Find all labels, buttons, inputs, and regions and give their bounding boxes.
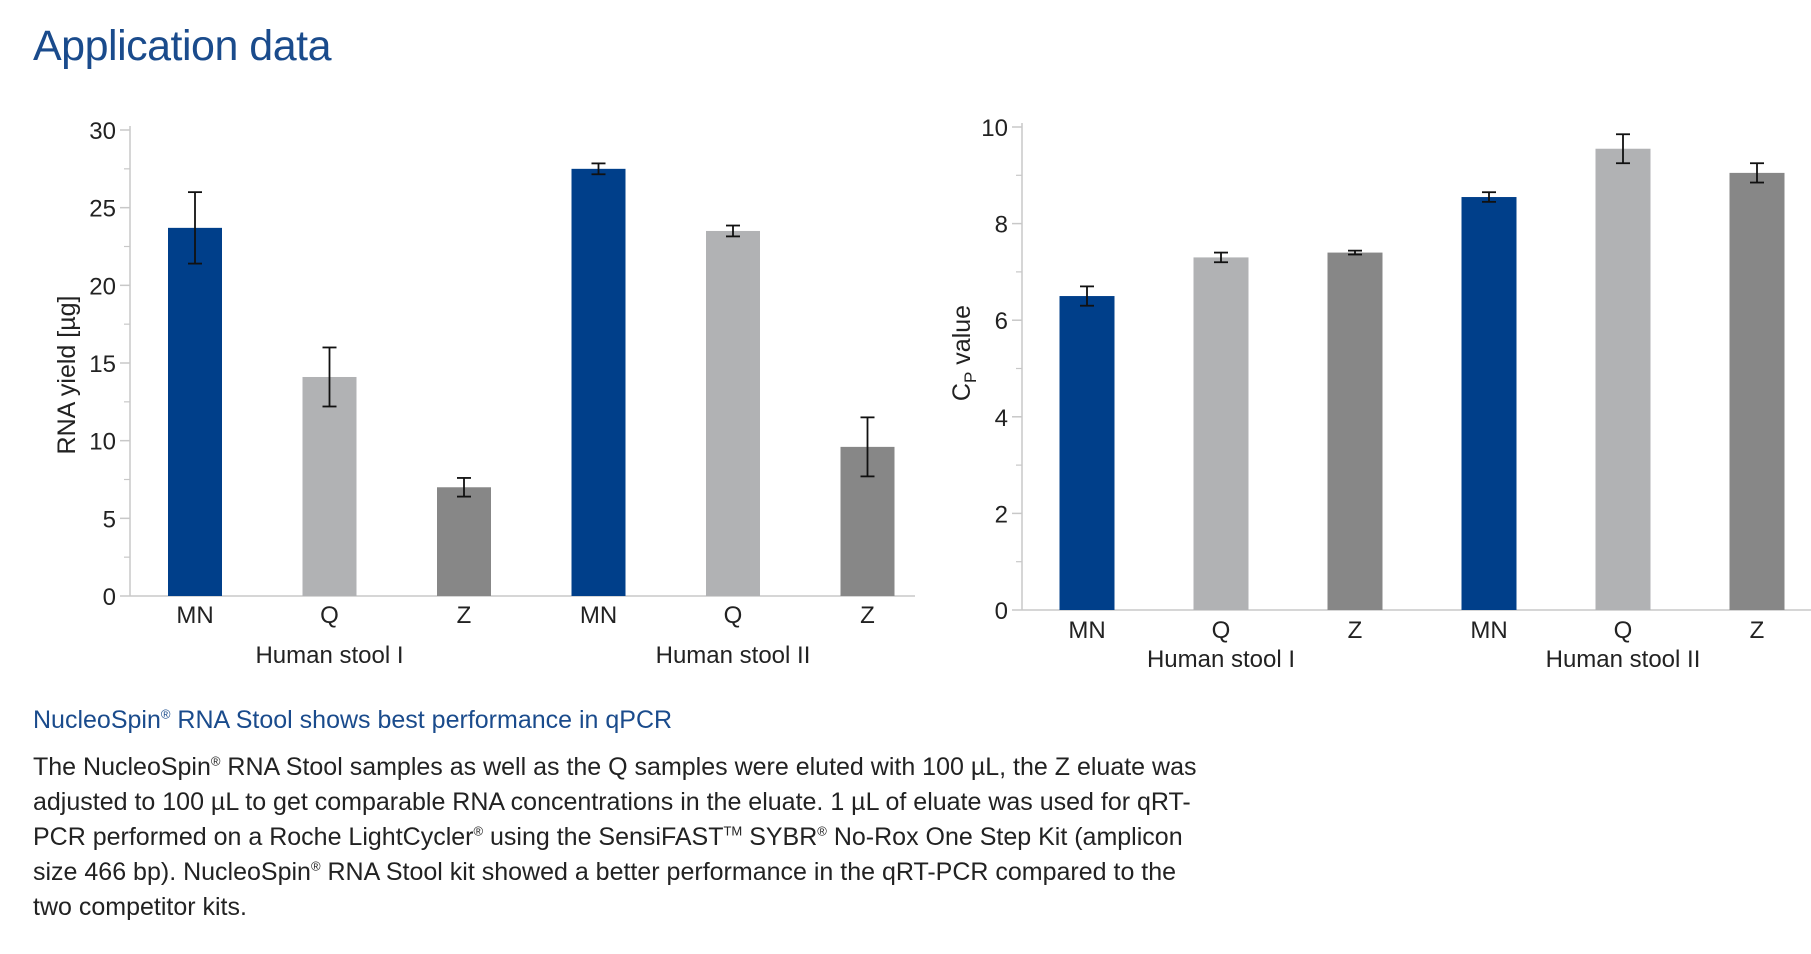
- caption-text: PCR performed on a Roche LightCycler: [33, 823, 474, 851]
- x-category-label: Q: [1614, 617, 1633, 644]
- x-category-label: Z: [457, 602, 472, 629]
- x-category-label: Z: [1348, 617, 1363, 644]
- superscript: TM: [723, 823, 743, 839]
- superscript: ®: [473, 823, 484, 839]
- caption-line: adjusted to 100 µL to get comparable RNA…: [33, 785, 1233, 820]
- x-category-label: Z: [860, 602, 875, 629]
- x-category-label: Z: [1750, 617, 1765, 644]
- x-category-label: MN: [1470, 617, 1507, 644]
- error-bar: [457, 477, 471, 498]
- caption-line: size 466 bp). NucleoSpin® RNA Stool kit …: [33, 855, 1233, 890]
- bar-z: [1327, 252, 1383, 610]
- caption-text: No-Rox One Step Kit (amplicon: [826, 823, 1183, 851]
- bar-mn: [1059, 296, 1115, 610]
- error-bar: [1348, 249, 1362, 256]
- caption-text: SYBR: [742, 823, 818, 851]
- x-category-label: MN: [1068, 617, 1105, 644]
- caption-text: using the SensiFAST: [483, 823, 724, 851]
- rna-yield-chart: 0 5 10 15 20 25 30 MN Q Z MN Q Z Human stool I Human s…: [53, 118, 915, 669]
- y-tick-label: 8: [995, 212, 1008, 239]
- x-category-label: Q: [320, 602, 339, 629]
- x-group-label: Human stool I: [1147, 646, 1295, 673]
- caption-text: RNA Stool samples as well as the Q sampl…: [220, 753, 1197, 781]
- error-bar: [1482, 191, 1496, 203]
- x-group-label: Human stool II: [1546, 646, 1701, 673]
- caption-body: The NucleoSpin® RNA Stool samples as wel…: [33, 750, 1233, 925]
- caption-line: The NucleoSpin® RNA Stool samples as wel…: [33, 750, 1233, 785]
- caption-text: two competitor kits.: [33, 893, 247, 921]
- x-category-label: MN: [580, 602, 617, 629]
- error-bar: [1080, 285, 1094, 307]
- y-tick-label: 2: [995, 501, 1008, 528]
- y-tick-label: 6: [995, 308, 1008, 335]
- superscript: ®: [210, 753, 221, 769]
- caption-text: adjusted to 100 µL to get comparable RNA…: [33, 788, 1191, 816]
- y-tick-label: 0: [103, 584, 116, 611]
- bar-mn: [1461, 197, 1517, 610]
- error-bar: [860, 416, 875, 478]
- x-group-label: Human stool II: [656, 642, 811, 669]
- y-axis-label-sub: P: [961, 372, 980, 383]
- bar-mn: [168, 227, 222, 597]
- bar-q: [1595, 148, 1651, 611]
- y-tick-label: 15: [89, 351, 116, 378]
- caption-text: size 466 bp). NucleoSpin: [33, 858, 311, 886]
- bar-q: [302, 376, 357, 596]
- caption-line: two competitor kits.: [33, 890, 1233, 925]
- error-bar: [1616, 133, 1630, 165]
- y-tick-label: 4: [995, 405, 1008, 432]
- caption-text: RNA Stool kit showed a better performanc…: [320, 858, 1177, 886]
- y-axis-label-main: C: [948, 383, 976, 401]
- y-tick-label: 25: [89, 196, 116, 223]
- caption-text: The NucleoSpin: [33, 753, 211, 781]
- x-category-label: Q: [724, 602, 743, 629]
- y-axis-label-rest: value: [948, 305, 976, 372]
- y-tick-label: 0: [995, 598, 1008, 625]
- error-bar: [1214, 251, 1228, 264]
- y-tick-label: 5: [103, 506, 116, 533]
- x-category-label: Q: [1212, 617, 1231, 644]
- error-bar: [726, 224, 740, 238]
- bar-q: [706, 230, 760, 596]
- caption-heading: NucleoSpin® RNA Stool shows best perform…: [33, 706, 673, 734]
- y-tick-label: 20: [89, 273, 116, 300]
- error-bar: [1750, 162, 1764, 184]
- bar-mn: [571, 168, 626, 597]
- caption-line: PCR performed on a Roche LightCycler® us…: [33, 820, 1233, 855]
- error-bar: [591, 162, 606, 176]
- y-axis-label: CP value: [948, 305, 980, 401]
- bar-z: [1729, 172, 1785, 610]
- y-tick-label: 10: [981, 115, 1008, 142]
- y-tick-label: 30: [89, 118, 116, 145]
- y-axis-label: RNA yield [µg]: [53, 296, 81, 455]
- superscript: ®: [817, 823, 827, 839]
- x-group-label: Human stool I: [255, 642, 403, 669]
- error-bar: [322, 346, 337, 408]
- cp-value-chart: 0 2 4 6 8 10 MN Q Z MN Q Z Human stool I Human stool …: [948, 115, 1811, 673]
- page-title: Application data: [33, 22, 332, 70]
- x-category-label: MN: [176, 602, 213, 629]
- bar-z: [437, 487, 491, 596]
- error-bar: [188, 191, 202, 265]
- superscript: ®: [310, 858, 321, 874]
- bar-q: [1193, 257, 1249, 610]
- y-tick-label: 10: [89, 429, 116, 456]
